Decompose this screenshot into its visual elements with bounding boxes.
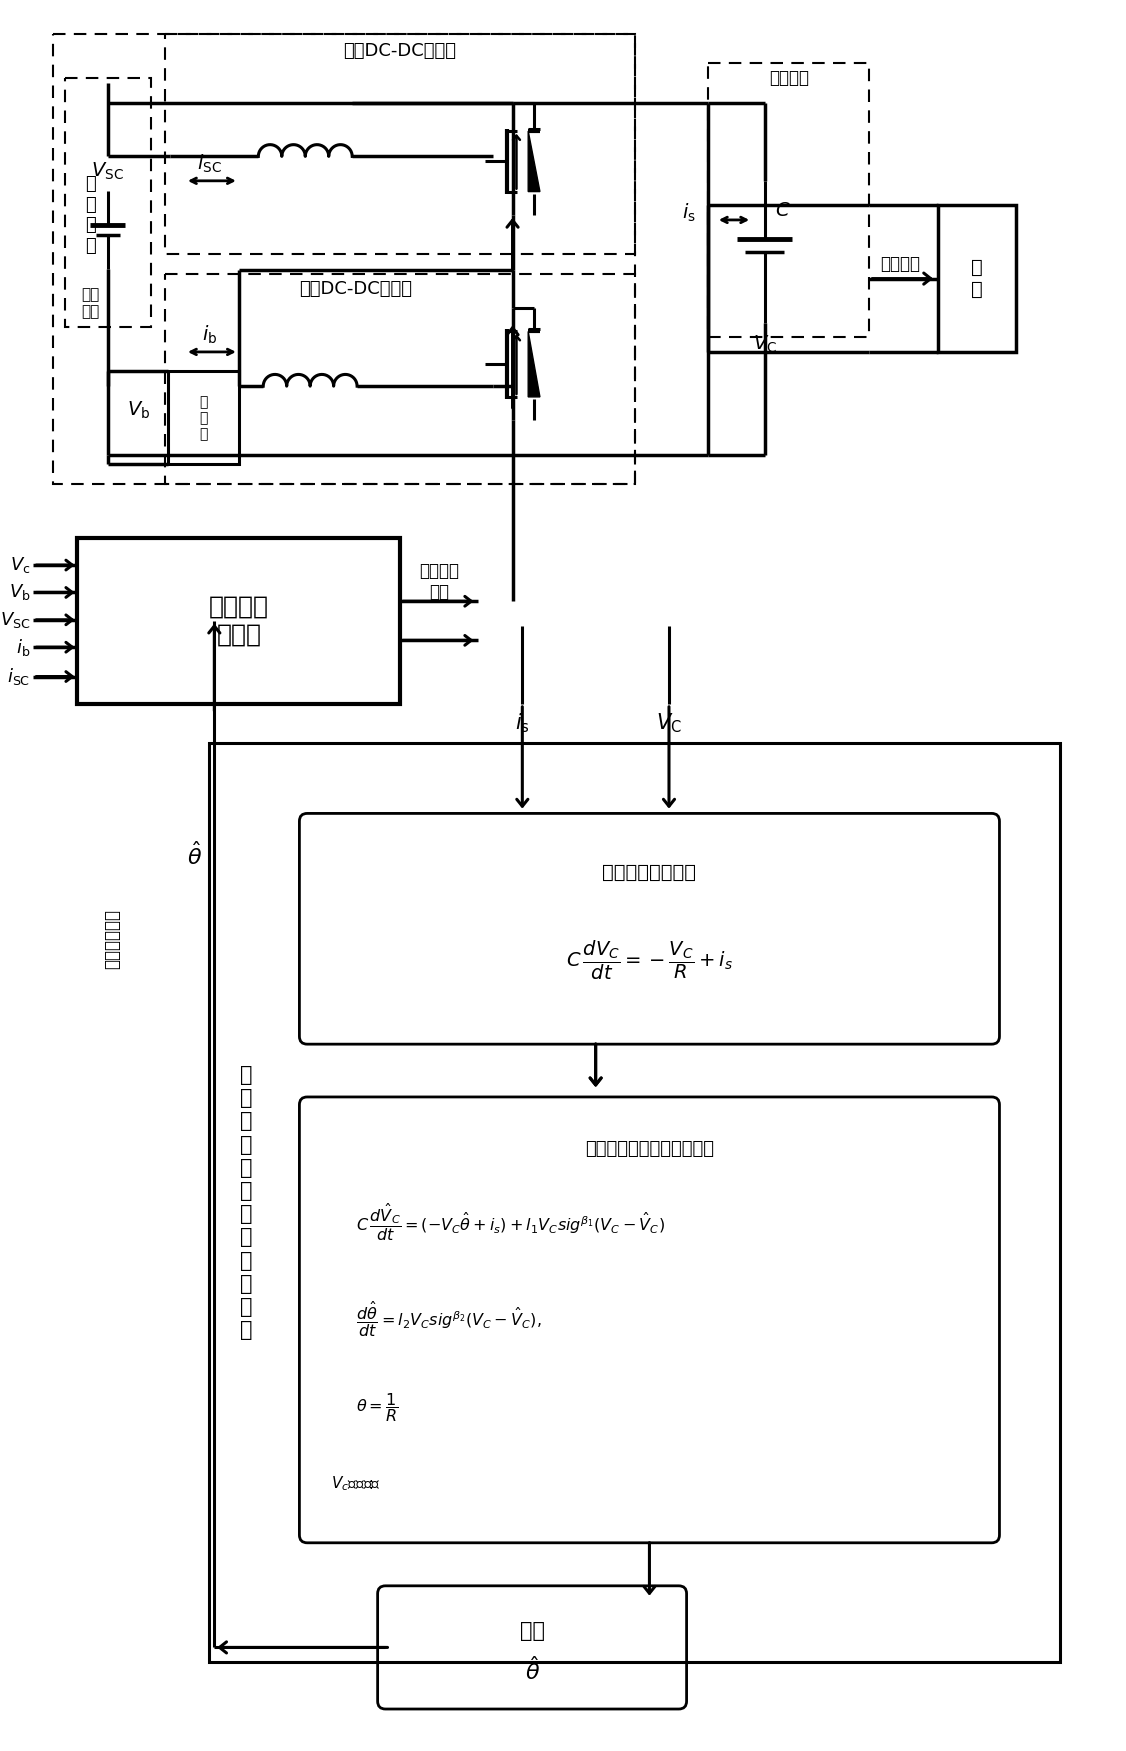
Text: 变换器控
制律: 变换器控 制律: [419, 562, 459, 601]
Bar: [166, 35, 635, 254]
Bar: [938, 205, 1016, 352]
Text: $V_{\rm SC}$: $V_{\rm SC}$: [0, 609, 30, 630]
Text: $V_{\rm b}$: $V_{\rm b}$: [127, 399, 151, 422]
Polygon shape: [528, 331, 540, 397]
Text: 双向DC-DC变换器: 双向DC-DC变换器: [343, 42, 457, 60]
Bar: [169, 371, 239, 464]
Text: 超级
电容: 超级 电容: [81, 287, 99, 319]
Bar: [209, 742, 1060, 1662]
Text: $C\,\dfrac{dV_C}{dt}=-\dfrac{V_C}{R}+i_s$: $C\,\dfrac{dV_C}{dt}=-\dfrac{V_C}{R}+i_s…: [566, 939, 733, 982]
Bar: [53, 35, 635, 483]
Text: 负载电流: 负载电流: [879, 256, 920, 273]
Text: 直流母线动态方程: 直流母线动态方程: [602, 863, 697, 881]
Text: 变
系
数
有
限
时
间
负
载
观
测
器: 变 系 数 有 限 时 间 负 载 观 测 器: [240, 1065, 253, 1340]
Text: 负载状态估计: 负载状态估计: [102, 909, 120, 968]
Text: $\hat{\theta}$: $\hat{\theta}$: [187, 842, 203, 868]
Text: $i_{\rm s}$: $i_{\rm s}$: [515, 711, 529, 735]
Text: 负
荷: 负 荷: [971, 257, 983, 299]
Text: $V_c$为变系数: $V_c$为变系数: [331, 1474, 381, 1494]
Text: $V_{\rm SC}$: $V_{\rm SC}$: [91, 161, 124, 182]
Text: 双向DC-DC变换器: 双向DC-DC变换器: [300, 280, 412, 298]
Bar: [78, 538, 400, 704]
Text: $C\,\dfrac{d\hat{V}_C}{dt}=(-V_C\hat{\theta}+i_s)+l_1V_Csig^{\beta_1}(V_C-\hat{V: $C\,\dfrac{d\hat{V}_C}{dt}=(-V_C\hat{\th…: [356, 1201, 665, 1243]
Bar: [708, 63, 869, 338]
Text: 估计: 估计: [519, 1621, 545, 1641]
Bar: [65, 79, 151, 327]
Text: $V_{\rm C}$: $V_{\rm C}$: [753, 333, 777, 355]
Text: 直流母线: 直流母线: [769, 68, 810, 88]
Text: 混合储能
控制器: 混合储能 控制器: [208, 595, 269, 646]
Text: 变系数有限时间负载观测器: 变系数有限时间负载观测器: [584, 1140, 714, 1157]
Polygon shape: [528, 131, 540, 191]
Text: 混
合
储
能: 混 合 储 能: [84, 175, 96, 256]
Text: $i_{\rm SC}$: $i_{\rm SC}$: [197, 152, 222, 175]
Text: $i_{\rm b}$: $i_{\rm b}$: [16, 637, 30, 658]
Text: $V_{\rm b}$: $V_{\rm b}$: [9, 583, 30, 602]
Text: $\hat{\theta}$: $\hat{\theta}$: [525, 1656, 539, 1684]
Text: $i_{\rm b}$: $i_{\rm b}$: [202, 324, 217, 347]
Text: $\dfrac{d\hat{\theta}}{dt}=l_2V_Csig^{\beta_2}(V_C-\hat{V}_C),$: $\dfrac{d\hat{\theta}}{dt}=l_2V_Csig^{\b…: [356, 1301, 542, 1340]
Text: $i_{\rm SC}$: $i_{\rm SC}$: [8, 665, 30, 686]
Bar: [166, 273, 635, 483]
Text: 蓄
电
池: 蓄 电 池: [199, 396, 208, 441]
Text: $V_{\rm C}$: $V_{\rm C}$: [656, 711, 682, 735]
Text: $V_{\rm c}$: $V_{\rm c}$: [10, 555, 30, 574]
Text: $C$: $C$: [775, 201, 790, 219]
Text: $i_{\rm s}$: $i_{\rm s}$: [681, 201, 696, 224]
Text: $\theta=\dfrac{1}{R}$: $\theta=\dfrac{1}{R}$: [356, 1392, 399, 1424]
